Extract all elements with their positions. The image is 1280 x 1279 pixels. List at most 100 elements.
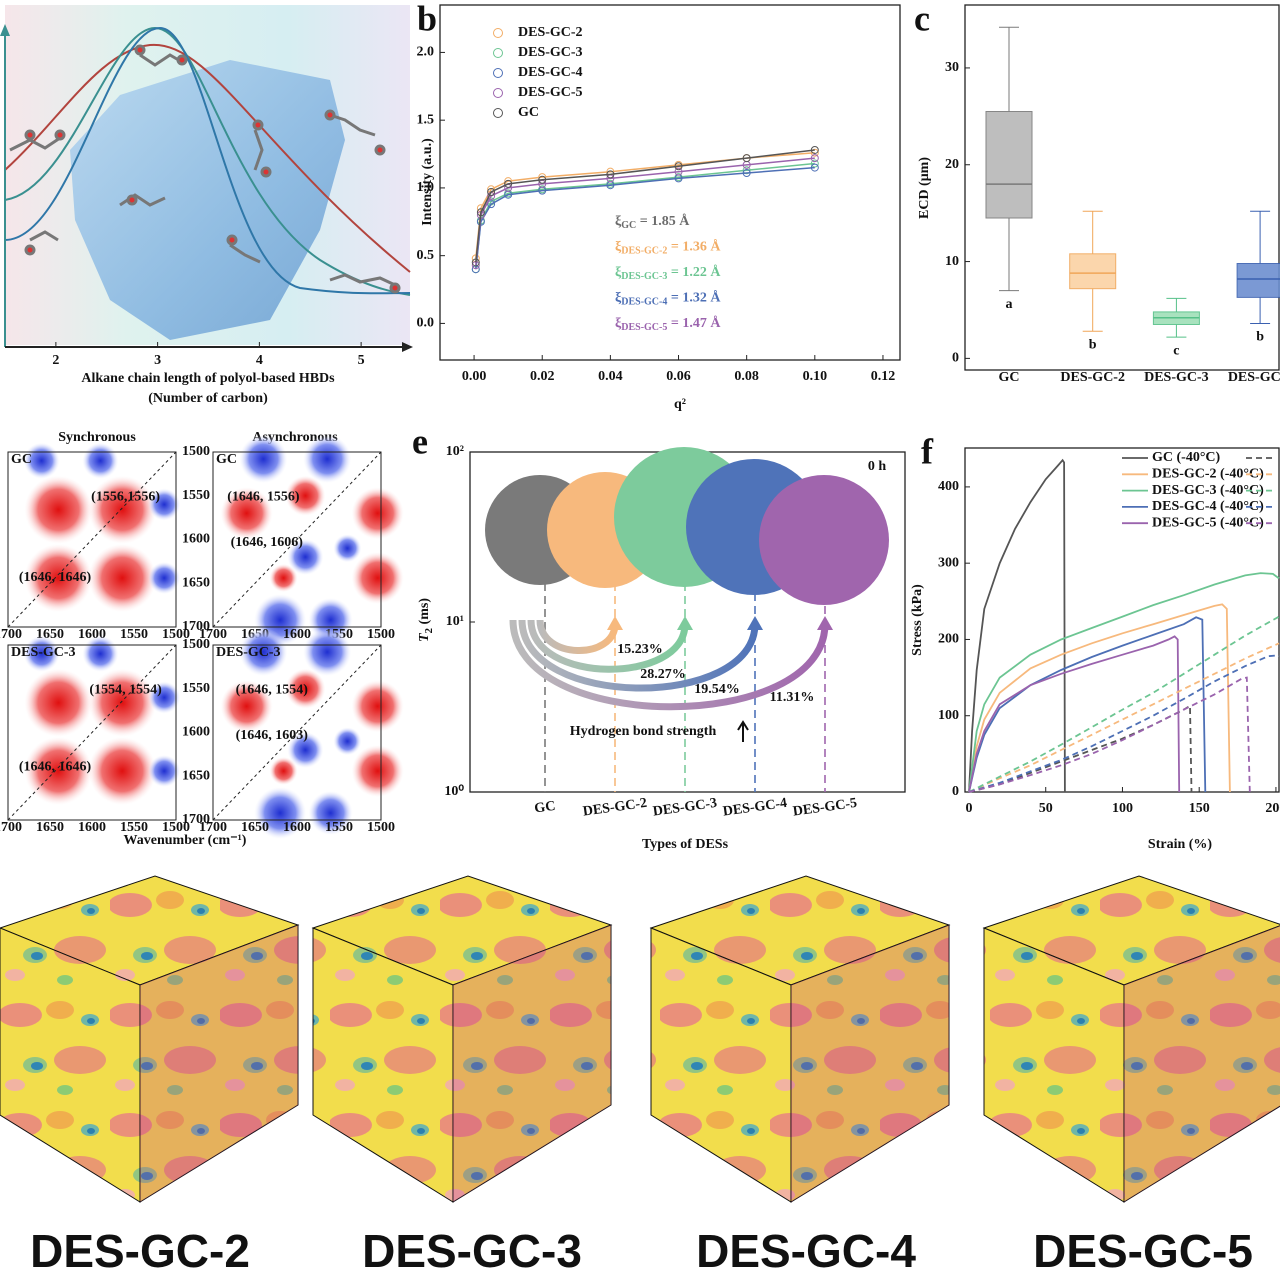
cube-shade [140, 925, 298, 1202]
legend-label: DES-GC-5 (-40°C) [1152, 515, 1264, 530]
contour-blob [239, 435, 288, 483]
stress-curve [968, 572, 1280, 793]
x-tick-label: 1700 [199, 820, 227, 835]
contour-blob [303, 435, 352, 483]
contour-blob [287, 732, 324, 768]
contour-map [7, 635, 181, 821]
note: Hydrogen bond strength [570, 724, 717, 739]
y-tick-label: 0.0 [417, 316, 435, 331]
y-tick-label: 1.5 [417, 112, 435, 127]
panel-label: c [914, 0, 930, 38]
y-tick-label: 1500 [182, 637, 210, 652]
x-tick-label: 0.02 [530, 369, 555, 384]
y-tick-label: 300 [938, 555, 959, 570]
x-tick-label: GC [999, 370, 1020, 385]
strength-arc [518, 619, 759, 692]
cube-right [790, 924, 950, 1203]
y-tick-label: 1600 [182, 532, 210, 547]
contour-map [7, 442, 181, 628]
stress-curve [968, 642, 1280, 793]
y-tick-label: 1550 [182, 681, 210, 696]
peak-label: (1556,1556) [91, 490, 160, 505]
xi-symbol: ξ [615, 291, 622, 306]
x-tick-label: 0.12 [871, 369, 896, 384]
map-label: DES-GC-3 [216, 645, 281, 660]
xi-subscript: DES-GC-5 [621, 322, 667, 333]
data-point [471, 258, 480, 267]
data-point [674, 167, 683, 176]
map-frame [212, 451, 382, 628]
y-tick-label: 1.0 [417, 180, 435, 195]
data-point [487, 187, 496, 196]
xi-subscript: DES-GC-4 [621, 297, 667, 308]
legend-marker [493, 28, 503, 38]
legend-label: DES-GC-2 [518, 25, 583, 40]
arrow-head [817, 616, 833, 630]
xi-annotation: ξDES-GC-4 = 1.32 Å [615, 290, 721, 308]
y-tick-label: 1700 [182, 812, 210, 827]
diagonal [212, 644, 382, 821]
contour-blob [148, 562, 181, 594]
stress-curve [968, 615, 1280, 793]
x-tick-label: 2 [52, 353, 59, 368]
contour-blob [333, 534, 362, 563]
contour-blob [308, 791, 353, 835]
legend-marker [493, 48, 503, 58]
peak-label: (1554, 1554) [89, 683, 162, 698]
xi-subscript: GC [621, 220, 636, 231]
snapshot-label: DES-GC-3 [362, 1225, 582, 1277]
contour-blob [82, 635, 119, 672]
y-tick-label: 100 [938, 708, 959, 723]
contour-blob [24, 668, 93, 737]
y-tick-label: 20 [945, 157, 959, 172]
xi-annotation: ξDES-GC-3 = 1.22 Å [615, 264, 721, 282]
x-tick-label: 1550 [325, 820, 353, 835]
data-point [810, 145, 819, 154]
x-tick-label: 1500 [162, 820, 190, 835]
y-tick-label: 1600 [182, 725, 210, 740]
map-frame [7, 451, 177, 628]
stress-curve [968, 458, 1066, 793]
x-tick-label: DES-GC-2 [582, 796, 648, 820]
xi-annotation: ξDES-GC-2 = 1.36 Å [615, 239, 721, 257]
percent-label: 15.23% [617, 642, 663, 657]
xi-symbol: ξ [615, 265, 622, 280]
x-tick-label: 0 [965, 801, 972, 816]
legend-label: DES-GC-3 (-40°C) [1152, 483, 1264, 498]
data-point [742, 166, 751, 175]
cube-shade [453, 925, 611, 1202]
legend-marker [493, 88, 503, 98]
map-label: GC [11, 452, 32, 467]
significance-letter: a [1006, 297, 1013, 312]
contour-blob [220, 680, 273, 733]
x-tick-label: 1550 [120, 627, 148, 642]
contour-map [212, 628, 404, 839]
x-tick-label: 100 [1112, 801, 1133, 816]
legend-marker [493, 68, 503, 78]
xi-value: = 1.22 Å [667, 264, 721, 280]
y-tick-label: 10⁰ [444, 784, 464, 799]
y-tick-label: 0 [952, 784, 959, 799]
contour-map [212, 435, 404, 646]
panel-label: e [412, 421, 428, 461]
y-tick-label: 1650 [182, 768, 210, 783]
strength-arc [527, 619, 689, 673]
peak-label: (1646, 1646) [19, 760, 92, 775]
x-tick-label: 0.08 [734, 369, 759, 384]
xi-annotation: ξDES-GC-5 = 1.47 Å [615, 315, 721, 333]
contour-blob [220, 487, 273, 540]
panel-label: b [417, 0, 437, 38]
time-label: 0 h [868, 459, 887, 474]
y-tick-label: 1650 [182, 575, 210, 590]
contour-blob [239, 628, 288, 676]
x-tick-label: 1600 [78, 820, 106, 835]
panel-a-illustration [0, 5, 413, 352]
x-tick-label: 3 [154, 353, 161, 368]
significance-letter: c [1173, 343, 1179, 358]
map-title: Synchronous [58, 430, 136, 445]
data-point [538, 175, 547, 184]
legend-label: DES-GC-3 [518, 45, 583, 60]
stress-curve [968, 616, 1207, 793]
stress-curve [968, 654, 1280, 793]
